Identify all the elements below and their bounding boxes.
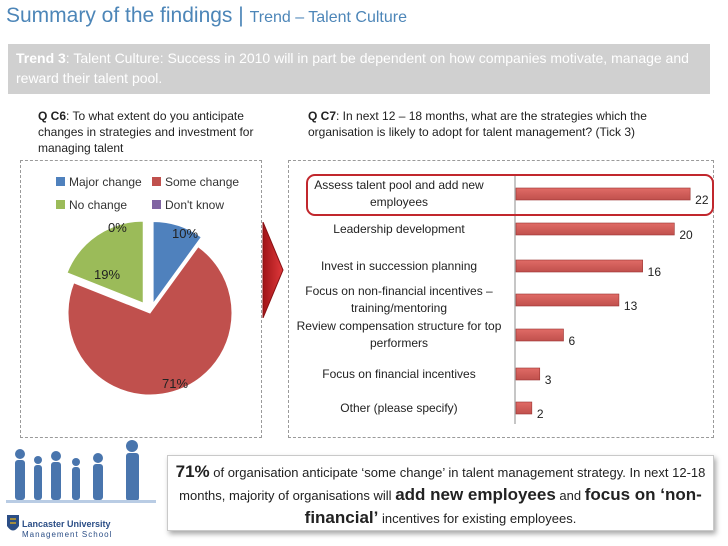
- bar-value-leadership-development: 20: [679, 228, 693, 242]
- bar-chart-panel: [288, 160, 714, 438]
- question-c7-code: Q C7: [308, 109, 337, 123]
- question-c6-code: Q C6: [38, 109, 67, 123]
- pie-label-some: 71%: [162, 376, 189, 391]
- bar-other: [515, 401, 533, 415]
- legend-swatch-major: [56, 177, 65, 186]
- pie-slice-no-change: [66, 220, 144, 304]
- question-c7: Q C7: In next 12 – 18 months, what are t…: [308, 108, 708, 140]
- summary-text-1: of organisation anticipate ‘some change’…: [179, 465, 706, 503]
- logo-subtitle: Management School: [22, 530, 113, 539]
- pie-label-dont-know: 0%: [108, 220, 127, 235]
- summary-emphasis-2: focus on ‘non-financial’: [304, 485, 702, 527]
- pie-slice-some-change: [67, 245, 233, 396]
- title-main: Summary of the findings: [6, 4, 233, 27]
- legend-swatch-some: [152, 177, 161, 186]
- legend-label-no: No change: [69, 198, 128, 212]
- legend-some-change: Some change: [152, 175, 239, 189]
- logo-name: Lancaster University: [22, 519, 111, 529]
- title-subtitle: Trend – Talent Culture: [249, 9, 407, 26]
- bar-review-compensation: [515, 328, 564, 342]
- bar-non-financial-incentives: [515, 293, 620, 307]
- title-separator: |: [232, 4, 250, 27]
- bar-label-non-financial-incentives: Focus on non-financial incentives – trai…: [305, 284, 493, 315]
- pie-label-major: 10%: [172, 226, 199, 241]
- legend-label-major: Major change: [69, 175, 142, 189]
- bar-financial-incentives: [515, 367, 541, 381]
- bar-label-invest-succession-planning: Invest in succession planning: [320, 258, 478, 273]
- bar-leadership-development: [515, 222, 675, 236]
- legend-major-change: Major change: [56, 175, 142, 189]
- bar-label-financial-incentives: Focus on financial incentives: [322, 366, 476, 381]
- legend-no-change: No change: [56, 198, 127, 212]
- trend-box: Trend 3: Talent Culture: Success in 2010…: [8, 44, 710, 94]
- bar-label-review-compensation: Review compensation structure for top pe…: [296, 319, 502, 350]
- page-title: Summary of the findings | Trend – Talent…: [6, 4, 407, 28]
- bar-value-non-financial-incentives: 13: [623, 299, 638, 313]
- bar-invest-succession-planning: [515, 259, 643, 273]
- bar-label-other: Other (please specify): [340, 400, 458, 415]
- question-c7-text: : In next 12 – 18 months, what are the s…: [308, 109, 647, 139]
- flow-arrow: [262, 222, 284, 318]
- summary-box: 71% of organisation anticipate ‘some cha…: [167, 455, 714, 531]
- trend-text: : Talent Culture: Success in 2010 will i…: [16, 50, 689, 86]
- legend-dont-know: Don't know: [152, 198, 224, 212]
- question-c6: Q C6: To what extent do you anticipate c…: [38, 108, 278, 156]
- bar-label-leadership-development: Leadership development: [333, 221, 465, 236]
- pie-slice-major-change: [152, 220, 202, 306]
- bar-value-financial-incentives: 3: [544, 373, 552, 387]
- bar-value-invest-succession-planning: 16: [647, 265, 662, 279]
- legend-swatch-no: [56, 200, 65, 209]
- university-crest-icon: [7, 515, 19, 531]
- bar-value-other: 2: [536, 407, 544, 421]
- trend-label: Trend 3: [16, 50, 66, 66]
- pie-label-no: 19%: [94, 267, 121, 282]
- bar-value-assess-talent-pool: 22: [695, 193, 709, 207]
- highlight-top-bar: [306, 174, 714, 216]
- summary-text-3: incentives for existing employees.: [378, 511, 577, 526]
- bar-assess-talent-pool: [515, 187, 691, 201]
- bar-value-review-compensation: 6: [568, 334, 576, 348]
- legend-label-dont-know: Don't know: [165, 198, 224, 212]
- legend-label-some: Some change: [165, 175, 240, 189]
- summary-emphasis-1: add new employees: [395, 485, 556, 504]
- summary-stat: 71%: [175, 462, 210, 481]
- summary-text-2: and: [555, 488, 585, 503]
- people-silhouettes-icon: [6, 440, 156, 503]
- question-c6-text: : To what extent do you anticipate chang…: [38, 109, 254, 155]
- legend-swatch-dont-know: [152, 200, 161, 209]
- bar-label-assess-talent-pool: Assess talent pool and add new employees: [314, 178, 484, 209]
